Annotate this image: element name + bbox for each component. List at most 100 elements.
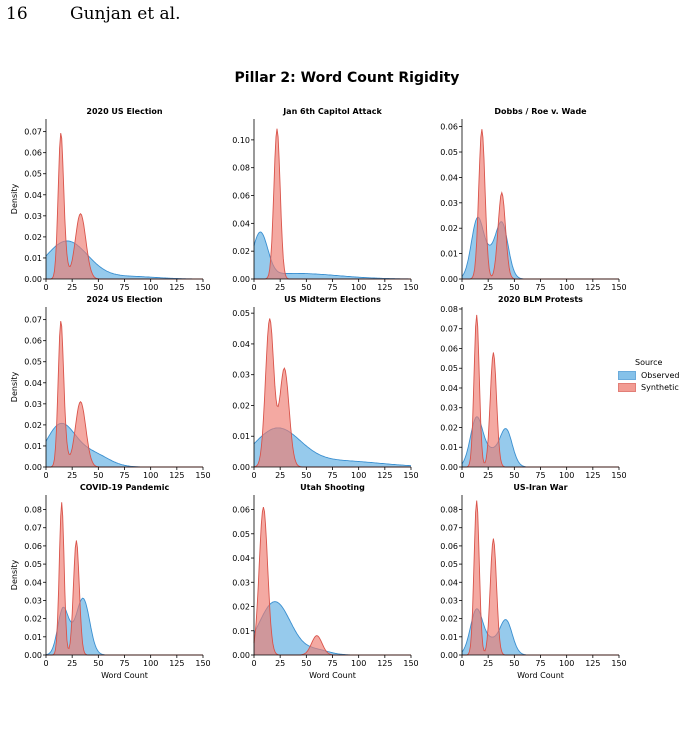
y-tick-label: 0.03 <box>24 400 42 409</box>
x-tick-label: 50 <box>93 659 103 668</box>
y-tick-label: 0.03 <box>232 578 250 587</box>
line-observed <box>45 240 203 280</box>
x-tick-label: 0 <box>251 659 256 668</box>
y-tick-label: 0.04 <box>24 379 42 388</box>
area-synthetic <box>46 133 203 279</box>
area-observed <box>46 598 203 655</box>
legend-swatch-synthetic <box>618 382 636 392</box>
x-tick-label: 75 <box>327 471 337 480</box>
x-tick-label: 125 <box>377 471 392 480</box>
y-tick-label: 0.05 <box>440 364 458 373</box>
x-tick-label: 125 <box>169 471 184 480</box>
y-tick-label: 0.00 <box>440 463 458 472</box>
y-tick-label: 0.02 <box>232 401 250 410</box>
y-tick-label: 0.00 <box>232 463 250 472</box>
y-tick-label: 0.03 <box>440 596 458 605</box>
y-tick-label: 0.05 <box>440 560 458 569</box>
subplot-title: US Midterm Elections <box>284 295 381 304</box>
subplot-7: 0 25 50 75 100 125 150 0.00 0.01 0.02 0.03 0.04 0.05… <box>232 483 418 680</box>
y-tick-label: 0.04 <box>232 340 250 349</box>
x-tick-label: 75 <box>535 283 545 292</box>
x-tick-label: 25 <box>275 471 285 480</box>
x-tick-label: 150 <box>195 659 210 668</box>
subplot-title: 2024 US Election <box>86 295 163 304</box>
x-tick-label: 25 <box>483 471 493 480</box>
y-tick-label: 0.07 <box>440 524 458 533</box>
y-tick-label: 0.03 <box>440 404 458 413</box>
area-synthetic <box>462 129 619 279</box>
x-tick-label: 100 <box>559 283 574 292</box>
y-tick-label: 0.05 <box>232 530 250 539</box>
area-observed <box>254 601 411 655</box>
y-tick-label: 0.03 <box>24 596 42 605</box>
y-tick-label: 0.02 <box>440 423 458 432</box>
page-number: 16 <box>6 4 28 24</box>
x-tick-label: 75 <box>327 659 337 668</box>
y-tick-label: 0.07 <box>440 325 458 334</box>
y-tick-label: 0.04 <box>24 578 42 587</box>
y-tick-label: 0.04 <box>440 578 458 587</box>
subplot-3: 0 25 50 75 100 125 150 0.00 0.01 0.02 0.03 0.04 0.05… <box>10 295 211 480</box>
x-tick-label: 125 <box>169 659 184 668</box>
y-tick-label: 0.03 <box>24 212 42 221</box>
y-tick-label: 0.02 <box>440 224 458 233</box>
y-tick-label: 0.07 <box>24 316 42 325</box>
y-tick-label: 0.06 <box>440 542 458 551</box>
x-tick-label: 100 <box>143 283 158 292</box>
y-tick-label: 0.08 <box>440 506 458 515</box>
x-tick-label: 75 <box>327 283 337 292</box>
legend-label-observed: Observed <box>641 370 680 380</box>
y-tick-label: 0.10 <box>232 136 250 145</box>
subplot-1: 0 25 50 75 100 125 150 0.00 0.02 0.04 0.06 0.08 0.10… <box>232 107 418 292</box>
y-tick-label: 0.06 <box>232 192 250 201</box>
legend-label-synthetic: Synthetic <box>641 382 679 392</box>
x-tick-label: 150 <box>403 283 418 292</box>
subplot-0: 0 25 50 75 100 125 150 0.00 0.01 0.02 0.03 0.04 0.05… <box>10 107 211 292</box>
y-tick-label: 0.00 <box>232 651 250 660</box>
x-tick-label: 100 <box>351 659 366 668</box>
y-tick-label: 0.00 <box>24 275 42 284</box>
y-tick-label: 0.06 <box>232 506 250 515</box>
x-tick-label: 150 <box>403 471 418 480</box>
x-tick-label: 0 <box>251 471 256 480</box>
y-tick-label: 0.06 <box>440 123 458 132</box>
y-tick-label: 0.02 <box>232 603 250 612</box>
x-tick-label: 150 <box>403 659 418 668</box>
legend-item-synthetic: Synthetic <box>618 381 680 393</box>
x-axis-label: Word Count <box>101 671 148 680</box>
x-tick-label: 150 <box>611 659 626 668</box>
subplot-title: 2020 BLM Protests <box>498 295 583 304</box>
x-tick-label: 0 <box>459 283 464 292</box>
x-tick-label: 50 <box>301 471 311 480</box>
subplot-8: 0 25 50 75 100 125 150 0.00 0.01 0.02 0.03 0.04 0.05… <box>440 483 626 680</box>
running-head: Gunjan et al. <box>70 4 181 24</box>
area-observed <box>462 416 619 467</box>
y-tick-label: 0.05 <box>232 309 250 318</box>
y-tick-label: 0.01 <box>440 633 458 642</box>
x-tick-label: 125 <box>585 659 600 668</box>
x-tick-label: 0 <box>459 471 464 480</box>
y-tick-label: 0.02 <box>24 615 42 624</box>
y-tick-label: 0.01 <box>24 633 42 642</box>
area-synthetic <box>46 502 203 655</box>
x-tick-label: 50 <box>301 283 311 292</box>
x-tick-label: 50 <box>93 283 103 292</box>
legend-swatch-observed <box>618 370 636 380</box>
x-axis-label: Word Count <box>517 671 564 680</box>
area-synthetic <box>254 318 411 467</box>
x-tick-label: 25 <box>67 471 77 480</box>
x-tick-label: 100 <box>351 471 366 480</box>
y-tick-label: 0.00 <box>24 463 42 472</box>
x-tick-label: 25 <box>67 659 77 668</box>
y-tick-label: 0.01 <box>440 443 458 452</box>
x-tick-label: 0 <box>43 471 48 480</box>
y-tick-label: 0.08 <box>232 164 250 173</box>
y-tick-label: 0.05 <box>440 148 458 157</box>
y-tick-label: 0.00 <box>24 651 42 660</box>
x-tick-label: 100 <box>351 283 366 292</box>
y-tick-label: 0.08 <box>24 506 42 515</box>
y-tick-label: 0.06 <box>440 344 458 353</box>
subplot-title: US-Iran War <box>513 483 567 492</box>
subplot-5: 0 25 50 75 100 125 150 0.00 0.01 0.02 0.03 0.04 0.05… <box>440 295 626 480</box>
